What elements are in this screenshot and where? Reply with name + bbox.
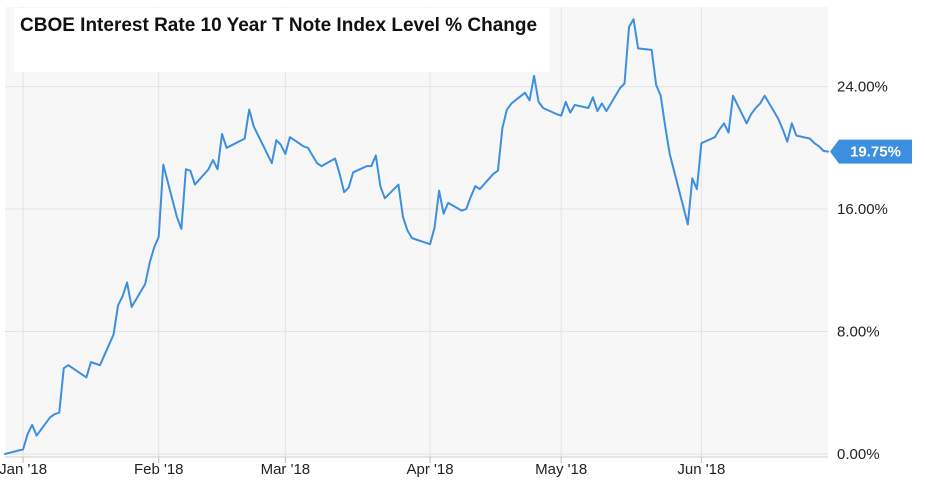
y-axis: 0.00% 8.00% 16.00% 24.00%	[837, 79, 888, 463]
x-tick-label: Feb '18	[134, 461, 184, 478]
y-tick-label: 24.00%	[837, 79, 888, 96]
y-tick-label: 0.00%	[837, 446, 880, 463]
last-value-badge-shape	[830, 139, 912, 164]
x-tick-label: Jun '18	[677, 461, 725, 478]
last-value-badge: 19.75%	[830, 139, 912, 164]
x-tick-label: Jan '18	[0, 461, 47, 478]
series-line	[4, 18, 829, 455]
y-tick-label: 8.00%	[837, 323, 880, 340]
x-axis: Jan '18 Feb '18 Mar '18 Apr '18 May '18 Jun '…	[0, 456, 828, 478]
x-tick-label: May '18	[535, 461, 587, 478]
y-tick-label: 16.00%	[837, 201, 888, 218]
last-value-label: 19.75%	[850, 144, 901, 161]
plot-area	[5, 7, 828, 457]
x-tick-label: Apr '18	[407, 461, 454, 478]
chart-title: CBOE Interest Rate 10 Year T Note Index …	[14, 8, 549, 72]
x-tick-label: Mar '18	[261, 461, 311, 478]
